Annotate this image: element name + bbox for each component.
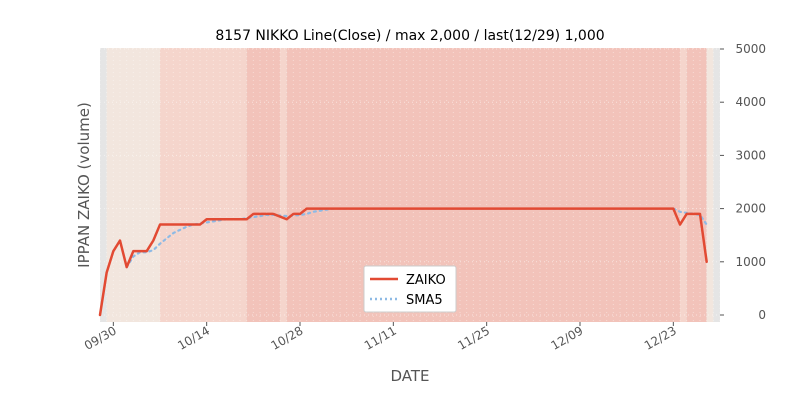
x-axis-ticks: 09/30 10/14 10/28 11/11 11/25 12/09 12/23	[82, 322, 679, 353]
series-lines	[98, 207, 708, 317]
background-band-6	[686, 48, 707, 322]
x-axis-label: DATE	[390, 367, 429, 385]
legend: ZAIKO SMA5	[363, 265, 457, 313]
y-tick-label-5: 5000	[735, 42, 766, 56]
y-tick-label-1: 1000	[735, 255, 766, 269]
y-tick-label-0: 0	[758, 308, 766, 322]
x-tick-label-0: 09/30	[82, 323, 119, 352]
background-band-4	[286, 48, 680, 322]
legend-label-sma5: SMA5	[406, 293, 443, 308]
y-tick-label-2: 2000	[735, 202, 766, 216]
background-band-0	[106, 48, 160, 322]
legend-label-zaiko: ZAIKO	[406, 273, 446, 288]
background-bands	[106, 48, 714, 322]
x-tick-label-5: 12/09	[549, 323, 586, 352]
legend-box	[363, 265, 457, 313]
background-band-5	[680, 48, 687, 322]
x-tick-label-1: 10/14	[175, 323, 212, 352]
y-tick-label-4: 4000	[735, 95, 766, 109]
x-tick-label-6: 12/23	[642, 323, 679, 352]
x-tick-label-3: 11/11	[362, 323, 399, 352]
series-line-zaiko	[98, 207, 708, 317]
x-tick-label-4: 11/25	[455, 323, 492, 352]
y-axis-label: IPPAN ZAIKO (volume)	[75, 102, 93, 268]
y-tick-label-3: 3000	[735, 148, 766, 162]
x-tick-label-2: 10/28	[269, 323, 306, 352]
y-axis-ticks: 0 1000 2000 3000 4000 5000	[720, 42, 766, 322]
background-band-7	[706, 48, 714, 322]
background-band-1	[160, 48, 247, 322]
background-band-2	[246, 48, 280, 322]
chart-title: 8157 NIKKO Line(Close) / max 2,000 / las…	[215, 28, 604, 44]
background-band-3	[280, 48, 287, 322]
